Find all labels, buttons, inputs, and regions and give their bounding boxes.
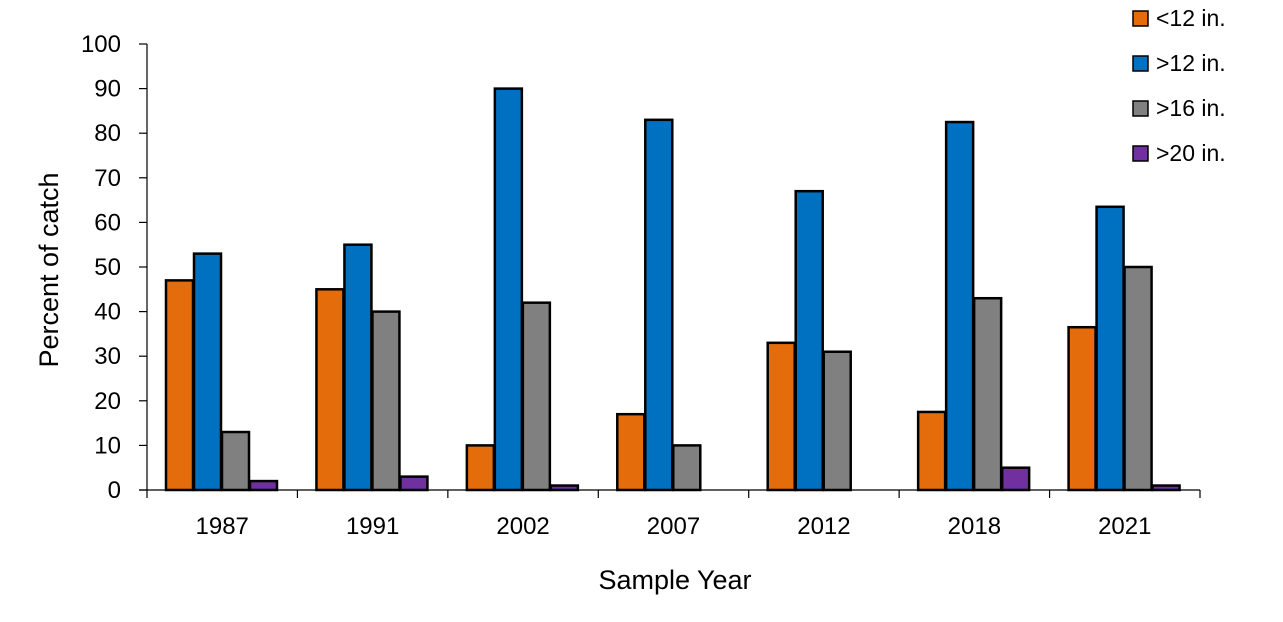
bar-2002-series-4 bbox=[549, 484, 580, 492]
x-axis-title: Sample Year bbox=[598, 565, 751, 595]
tick-labels: 0 10 20 30 40 50 60 70 80 90 100 1987 1991 2002 2007 20… bbox=[81, 31, 1152, 540]
legend-label-series-4: >20 in. bbox=[1156, 140, 1226, 166]
bar-2021-series-1 bbox=[1067, 325, 1097, 492]
y-tick-label: 60 bbox=[94, 209, 121, 236]
x-tick-label: 2021 bbox=[1098, 513, 1151, 540]
axes-layer bbox=[139, 43, 1201, 498]
x-tick-label: 2007 bbox=[647, 513, 700, 540]
legend-swatch-series-4 bbox=[1132, 145, 1149, 162]
x-tick-label: 2012 bbox=[797, 513, 850, 540]
bar-2018-series-2 bbox=[944, 120, 975, 492]
bar-1987-series-4 bbox=[248, 479, 279, 492]
x-tick-label: 2018 bbox=[948, 513, 1001, 540]
y-tick-label: 50 bbox=[94, 254, 121, 281]
bar-2012-series-3 bbox=[822, 350, 852, 492]
bar-1991-series-4 bbox=[399, 475, 429, 492]
bar-2018-series-1 bbox=[916, 410, 947, 492]
y-tick-label: 90 bbox=[94, 76, 121, 103]
bar-1987-series-2 bbox=[192, 252, 223, 492]
bar-2021-series-2 bbox=[1095, 205, 1125, 492]
bar-1991-series-2 bbox=[343, 243, 373, 492]
y-axis-title: Percent of catch bbox=[34, 172, 64, 367]
y-tick-label: 10 bbox=[94, 432, 121, 459]
legend-swatch-series-3 bbox=[1132, 100, 1149, 117]
bar-2002-series-3 bbox=[521, 301, 552, 492]
bar-2021-series-3 bbox=[1123, 265, 1153, 492]
legend-label-series-2: >12 in. bbox=[1156, 50, 1226, 76]
legend-swatch-series-2 bbox=[1132, 55, 1149, 72]
bar-2002-series-2 bbox=[493, 87, 524, 492]
bar-1987-series-3 bbox=[220, 430, 251, 492]
x-tick-label: 1991 bbox=[346, 513, 399, 540]
bar-2018-series-3 bbox=[972, 296, 1003, 492]
y-tick-label: 70 bbox=[94, 165, 121, 192]
y-tick-label: 20 bbox=[94, 388, 121, 415]
bar-2012-series-1 bbox=[766, 341, 796, 492]
bar-2002-series-1 bbox=[465, 444, 496, 492]
legend-label-series-3: >16 in. bbox=[1156, 95, 1226, 121]
bar-2007-series-2 bbox=[644, 118, 674, 492]
y-tick-label: 30 bbox=[94, 343, 121, 370]
bar-1991-series-3 bbox=[371, 310, 401, 492]
bar-1991-series-1 bbox=[315, 288, 345, 492]
legend-swatch-series-1 bbox=[1132, 10, 1149, 27]
bars-layer bbox=[164, 87, 1181, 492]
bar-2007-series-1 bbox=[616, 412, 646, 492]
y-tick-label: 80 bbox=[94, 120, 121, 147]
y-tick-label: 0 bbox=[108, 477, 121, 504]
bar-2007-series-3 bbox=[672, 444, 702, 492]
bar-2021-series-4 bbox=[1151, 484, 1181, 492]
legend-label-series-1: <12 in. bbox=[1156, 5, 1226, 31]
y-tick-label: 100 bbox=[81, 31, 121, 58]
y-tick-label: 40 bbox=[94, 299, 121, 326]
bar-2018-series-4 bbox=[1000, 466, 1031, 492]
x-tick-label: 2002 bbox=[496, 513, 549, 540]
bar-1987-series-1 bbox=[164, 279, 195, 492]
bar-2012-series-2 bbox=[794, 189, 824, 492]
x-tick-label: 1987 bbox=[196, 513, 249, 540]
legend: <12 in. >12 in. >16 in. >20 in. bbox=[1132, 5, 1226, 166]
